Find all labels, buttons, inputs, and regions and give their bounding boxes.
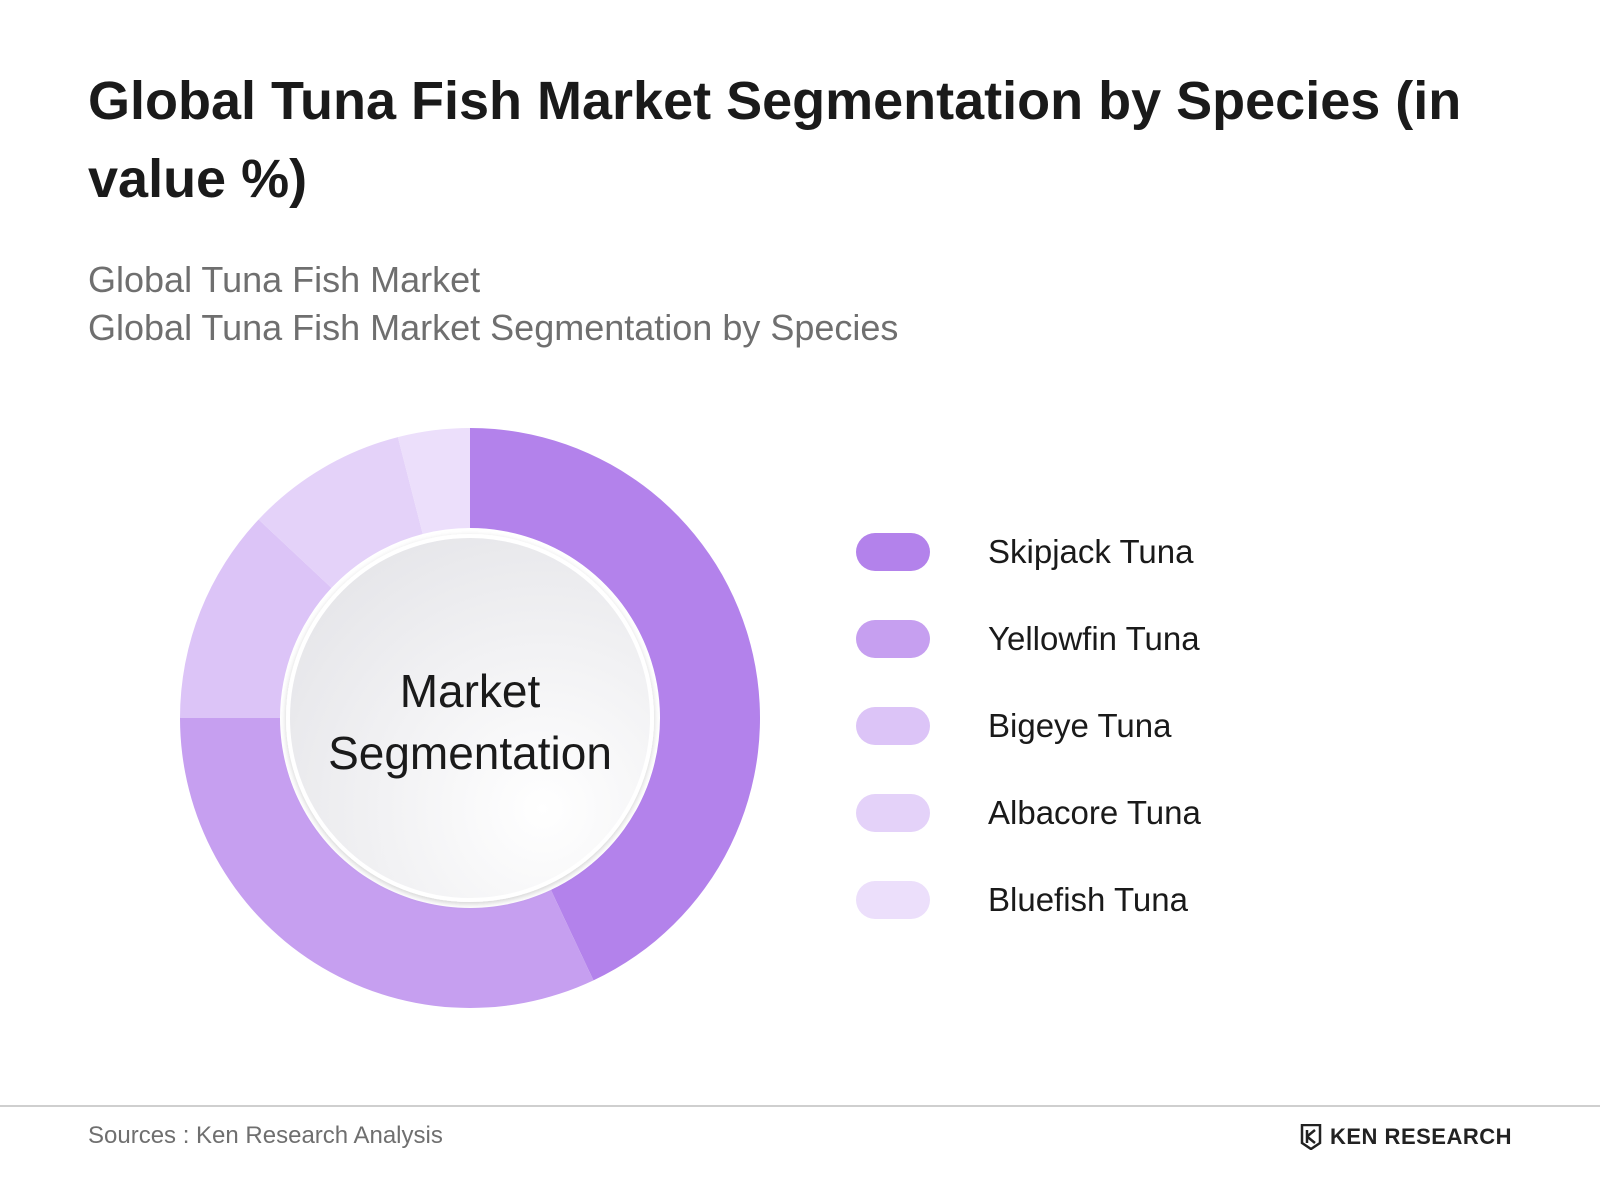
center-label-line-2: Segmentation xyxy=(328,727,612,779)
legend-swatch-bigeye-tuna xyxy=(856,707,930,745)
donut-center-label: Market Segmentation xyxy=(280,660,660,784)
legend-item-skipjack-tuna: Skipjack Tuna xyxy=(856,532,1201,572)
legend-label-bigeye-tuna: Bigeye Tuna xyxy=(988,707,1172,744)
legend-item-yellowfin-tuna: Yellowfin Tuna xyxy=(856,619,1201,659)
chart-subtitle-segmentation: Global Tuna Fish Market Segmentation by … xyxy=(88,307,899,348)
chart-subtitle-market: Global Tuna Fish Market xyxy=(88,259,481,300)
donut-slices xyxy=(180,428,760,1008)
legend-item-bluefish-tuna: Bluefish Tuna xyxy=(856,880,1201,920)
chart-title: Global Tuna Fish Market Segmentation by … xyxy=(88,71,1462,209)
ken-research-logo: KEN RESEARCH xyxy=(1300,1124,1512,1150)
legend-swatch-bluefish-tuna xyxy=(856,881,930,919)
donut-chart xyxy=(180,428,760,1008)
legend-swatch-yellowfin-tuna xyxy=(856,620,930,658)
legend-swatch-albacore-tuna xyxy=(856,794,930,832)
logo-text: KEN RESEARCH xyxy=(1330,1124,1513,1149)
donut-slice-bluefish-tuna xyxy=(397,428,470,534)
legend-label-bluefish-tuna: Bluefish Tuna xyxy=(988,881,1188,918)
center-label-line-1: Market xyxy=(399,665,541,717)
legend-item-bigeye-tuna: Bigeye Tuna xyxy=(856,706,1201,746)
donut-slice-bigeye-tuna xyxy=(180,519,332,718)
ken-research-logo-icon xyxy=(1300,1124,1322,1150)
legend-item-albacore-tuna: Albacore Tuna xyxy=(856,793,1201,833)
donut-slice-albacore-tuna xyxy=(258,437,423,588)
legend-label-yellowfin-tuna: Yellowfin Tuna xyxy=(988,620,1200,657)
legend-label-skipjack-tuna: Skipjack Tuna xyxy=(988,533,1194,570)
legend-swatch-skipjack-tuna xyxy=(856,533,930,571)
source-note: Sources : Ken Research Analysis xyxy=(88,1122,443,1149)
donut-center-disc xyxy=(286,534,654,902)
donut-slice-yellowfin-tuna xyxy=(180,718,594,1008)
legend-label-albacore-tuna: Albacore Tuna xyxy=(988,794,1201,831)
chart-legend: Skipjack Tuna Yellowfin Tuna Bigeye Tuna Al… xyxy=(856,532,1201,967)
donut-slice-skipjack-tuna xyxy=(470,428,760,981)
footer-divider xyxy=(0,1105,1600,1107)
